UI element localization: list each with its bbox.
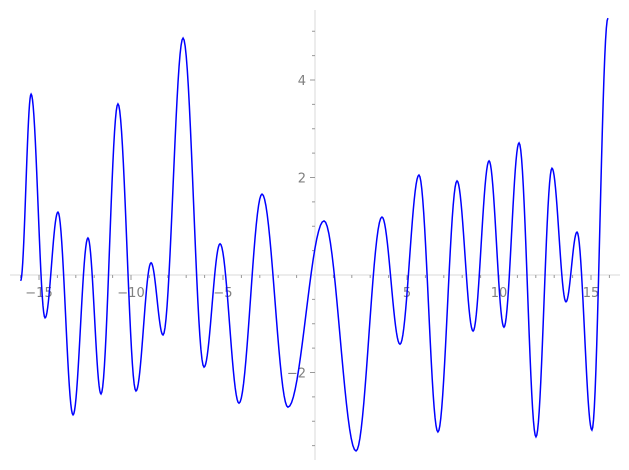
tick-labels: −15 −10 −5 5 10 15−224 <box>25 74 599 382</box>
ticks <box>20 30 610 447</box>
y-tick-label: 2 <box>298 172 306 187</box>
x-tick-label: −5 <box>213 286 232 301</box>
y-tick-label: 4 <box>298 74 306 89</box>
axes <box>10 10 620 460</box>
x-tick-label: −10 <box>117 286 144 301</box>
x-tick-label: −15 <box>25 286 52 301</box>
x-tick-label: 15 <box>583 286 600 301</box>
series-line <box>19 17 609 453</box>
y-tick-label: −2 <box>287 367 306 382</box>
